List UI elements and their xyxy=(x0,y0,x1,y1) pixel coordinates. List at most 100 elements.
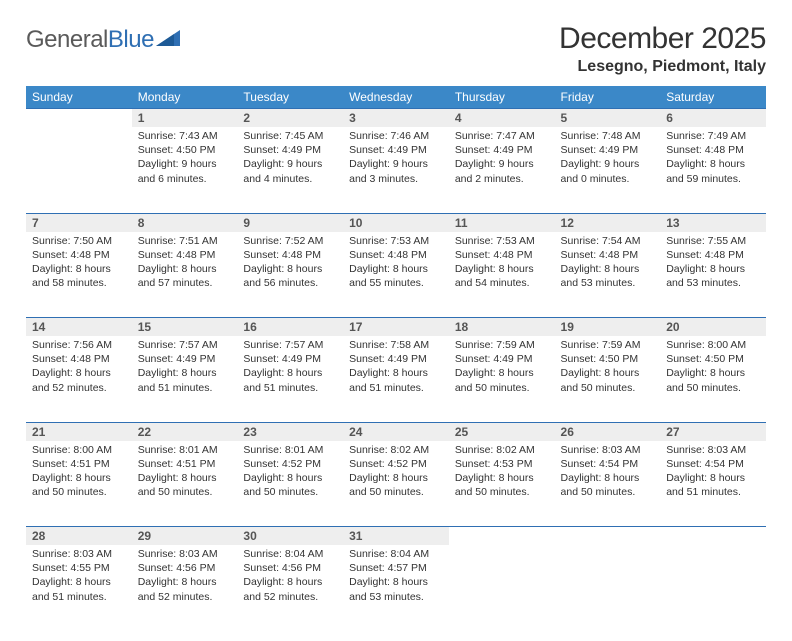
daylight-line: Daylight: 8 hours and 51 minutes. xyxy=(32,575,126,603)
header: GeneralBlue December 2025 Lesegno, Piedm… xyxy=(26,22,766,76)
day-details: Sunrise: 8:01 AMSunset: 4:51 PMDaylight:… xyxy=(132,441,238,527)
logo-triangle-icon xyxy=(156,28,182,48)
calendar-body: 123456Sunrise: 7:43 AMSunset: 4:50 PMDay… xyxy=(26,109,766,632)
day-number: 14 xyxy=(26,318,132,337)
day-number: 29 xyxy=(132,527,238,546)
day-details: Sunrise: 7:48 AMSunset: 4:49 PMDaylight:… xyxy=(555,127,661,213)
sunrise-line: Sunrise: 7:52 AM xyxy=(243,234,337,248)
day-number: 11 xyxy=(449,213,555,232)
day-number: 22 xyxy=(132,422,238,441)
day-number-row: 21222324252627 xyxy=(26,422,766,441)
day-details: Sunrise: 8:00 AMSunset: 4:51 PMDaylight:… xyxy=(26,441,132,527)
daylight-line: Daylight: 8 hours and 53 minutes. xyxy=(666,262,760,290)
sunset-line: Sunset: 4:49 PM xyxy=(349,143,443,157)
daylight-line: Daylight: 8 hours and 50 minutes. xyxy=(561,366,655,394)
sunset-line: Sunset: 4:55 PM xyxy=(32,561,126,575)
logo: GeneralBlue xyxy=(26,22,182,54)
day-details: Sunrise: 7:43 AMSunset: 4:50 PMDaylight:… xyxy=(132,127,238,213)
sunset-line: Sunset: 4:48 PM xyxy=(455,248,549,262)
day-details: Sunrise: 8:00 AMSunset: 4:50 PMDaylight:… xyxy=(660,336,766,422)
sunset-line: Sunset: 4:48 PM xyxy=(243,248,337,262)
sunrise-line: Sunrise: 7:59 AM xyxy=(561,338,655,352)
sunset-line: Sunset: 4:52 PM xyxy=(349,457,443,471)
day-details: Sunrise: 7:49 AMSunset: 4:48 PMDaylight:… xyxy=(660,127,766,213)
day-details: Sunrise: 7:59 AMSunset: 4:50 PMDaylight:… xyxy=(555,336,661,422)
sunrise-line: Sunrise: 7:58 AM xyxy=(349,338,443,352)
day-details: Sunrise: 7:46 AMSunset: 4:49 PMDaylight:… xyxy=(343,127,449,213)
daylight-line: Daylight: 8 hours and 50 minutes. xyxy=(455,471,549,499)
day-number: 28 xyxy=(26,527,132,546)
daylight-line: Daylight: 8 hours and 59 minutes. xyxy=(666,157,760,185)
sunset-line: Sunset: 4:49 PM xyxy=(138,352,232,366)
sunrise-line: Sunrise: 7:48 AM xyxy=(561,129,655,143)
daylight-line: Daylight: 8 hours and 58 minutes. xyxy=(32,262,126,290)
day-number: 31 xyxy=(343,527,449,546)
day-details: Sunrise: 7:45 AMSunset: 4:49 PMDaylight:… xyxy=(237,127,343,213)
sunrise-line: Sunrise: 7:56 AM xyxy=(32,338,126,352)
sunrise-line: Sunrise: 8:03 AM xyxy=(561,443,655,457)
empty-cell xyxy=(26,109,132,128)
sunrise-line: Sunrise: 8:02 AM xyxy=(455,443,549,457)
sunset-line: Sunset: 4:51 PM xyxy=(32,457,126,471)
logo-word-1: General xyxy=(26,26,108,53)
daylight-line: Daylight: 8 hours and 50 minutes. xyxy=(138,471,232,499)
day-details: Sunrise: 8:02 AMSunset: 4:52 PMDaylight:… xyxy=(343,441,449,527)
sunrise-line: Sunrise: 7:43 AM xyxy=(138,129,232,143)
day-number: 3 xyxy=(343,109,449,128)
sunrise-line: Sunrise: 8:02 AM xyxy=(349,443,443,457)
day-number: 27 xyxy=(660,422,766,441)
daylight-line: Daylight: 8 hours and 50 minutes. xyxy=(32,471,126,499)
day-details: Sunrise: 8:03 AMSunset: 4:55 PMDaylight:… xyxy=(26,545,132,631)
sunrise-line: Sunrise: 8:00 AM xyxy=(32,443,126,457)
day-details: Sunrise: 7:57 AMSunset: 4:49 PMDaylight:… xyxy=(237,336,343,422)
sunset-line: Sunset: 4:54 PM xyxy=(666,457,760,471)
daylight-line: Daylight: 8 hours and 53 minutes. xyxy=(561,262,655,290)
empty-cell xyxy=(660,545,766,631)
sunrise-line: Sunrise: 7:50 AM xyxy=(32,234,126,248)
title-block: December 2025 Lesegno, Piedmont, Italy xyxy=(559,22,766,76)
daylight-line: Daylight: 8 hours and 54 minutes. xyxy=(455,262,549,290)
sunrise-line: Sunrise: 8:00 AM xyxy=(666,338,760,352)
day-number-row: 123456 xyxy=(26,109,766,128)
day-number: 26 xyxy=(555,422,661,441)
day-details: Sunrise: 8:04 AMSunset: 4:56 PMDaylight:… xyxy=(237,545,343,631)
day-number: 17 xyxy=(343,318,449,337)
day-number: 2 xyxy=(237,109,343,128)
day-details: Sunrise: 7:47 AMSunset: 4:49 PMDaylight:… xyxy=(449,127,555,213)
day-details: Sunrise: 8:03 AMSunset: 4:56 PMDaylight:… xyxy=(132,545,238,631)
sunrise-line: Sunrise: 7:54 AM xyxy=(561,234,655,248)
daylight-line: Daylight: 8 hours and 50 minutes. xyxy=(243,471,337,499)
day-number: 19 xyxy=(555,318,661,337)
daylight-line: Daylight: 8 hours and 50 minutes. xyxy=(561,471,655,499)
day-number: 21 xyxy=(26,422,132,441)
sunrise-line: Sunrise: 8:03 AM xyxy=(32,547,126,561)
day-number-row: 14151617181920 xyxy=(26,318,766,337)
sunset-line: Sunset: 4:48 PM xyxy=(138,248,232,262)
day-details: Sunrise: 7:53 AMSunset: 4:48 PMDaylight:… xyxy=(343,232,449,318)
weekday-header: Sunday xyxy=(26,86,132,109)
day-number: 9 xyxy=(237,213,343,232)
day-details: Sunrise: 7:57 AMSunset: 4:49 PMDaylight:… xyxy=(132,336,238,422)
weekday-header: Friday xyxy=(555,86,661,109)
empty-cell xyxy=(449,545,555,631)
calendar-table: SundayMondayTuesdayWednesdayThursdayFrid… xyxy=(26,86,766,631)
daylight-line: Daylight: 8 hours and 51 minutes. xyxy=(349,366,443,394)
daylight-line: Daylight: 9 hours and 4 minutes. xyxy=(243,157,337,185)
daylight-line: Daylight: 8 hours and 55 minutes. xyxy=(349,262,443,290)
sunset-line: Sunset: 4:48 PM xyxy=(561,248,655,262)
sunrise-line: Sunrise: 8:03 AM xyxy=(666,443,760,457)
page-title: December 2025 xyxy=(559,22,766,56)
daylight-line: Daylight: 9 hours and 3 minutes. xyxy=(349,157,443,185)
weekday-header: Saturday xyxy=(660,86,766,109)
daylight-line: Daylight: 8 hours and 53 minutes. xyxy=(349,575,443,603)
sunset-line: Sunset: 4:49 PM xyxy=(243,352,337,366)
day-details: Sunrise: 8:03 AMSunset: 4:54 PMDaylight:… xyxy=(660,441,766,527)
day-number: 8 xyxy=(132,213,238,232)
sunrise-line: Sunrise: 8:03 AM xyxy=(138,547,232,561)
day-content-row: Sunrise: 8:03 AMSunset: 4:55 PMDaylight:… xyxy=(26,545,766,631)
day-number: 12 xyxy=(555,213,661,232)
daylight-line: Daylight: 8 hours and 50 minutes. xyxy=(666,366,760,394)
sunset-line: Sunset: 4:49 PM xyxy=(561,143,655,157)
empty-cell xyxy=(555,545,661,631)
day-number: 23 xyxy=(237,422,343,441)
